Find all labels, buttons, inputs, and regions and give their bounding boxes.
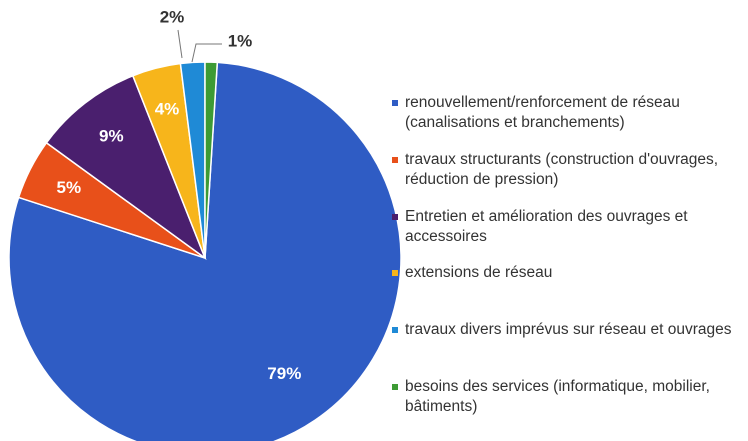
- legend-marker: [392, 157, 398, 163]
- legend-label: Entretien et amélioration des ouvrages e…: [405, 208, 688, 245]
- legend-label: travaux structurants (construction d'ouv…: [405, 151, 719, 188]
- data-label: 9%: [99, 127, 124, 146]
- data-label: 4%: [155, 99, 180, 118]
- leader-line: [177, 29, 183, 59]
- pie-slice: [204, 61, 219, 259]
- legend-label: travaux divers imprévus sur réseau et ou…: [405, 321, 732, 338]
- legend-marker: [392, 327, 398, 333]
- legend-marker: [392, 214, 398, 220]
- legend-item: renouvellement/renforcement de réseau (c…: [392, 93, 748, 133]
- legend-marker: [392, 384, 398, 390]
- leader-line: [191, 43, 222, 63]
- legend-marker: [392, 270, 398, 276]
- legend-label: extensions de réseau: [405, 264, 553, 281]
- legend-item: Entretien et amélioration des ouvrages e…: [392, 207, 748, 247]
- pie-slice: [45, 74, 207, 261]
- pie-slice: [8, 61, 402, 441]
- legend-item: besoins des services (informatique, mobi…: [392, 377, 748, 417]
- data-label: 2%: [160, 7, 185, 26]
- legend-item: travaux divers imprévus sur réseau et ou…: [392, 320, 748, 340]
- data-label: 79%: [267, 364, 301, 383]
- data-label: 5%: [56, 178, 81, 197]
- legend-marker: [392, 100, 398, 106]
- legend-item: extensions de réseau: [392, 263, 748, 283]
- legend-item: travaux structurants (construction d'ouv…: [392, 150, 748, 190]
- legend-label: besoins des services (informatique, mobi…: [405, 378, 710, 415]
- legend-label: renouvellement/renforcement de réseau (c…: [405, 94, 680, 131]
- data-label: 1%: [228, 31, 253, 50]
